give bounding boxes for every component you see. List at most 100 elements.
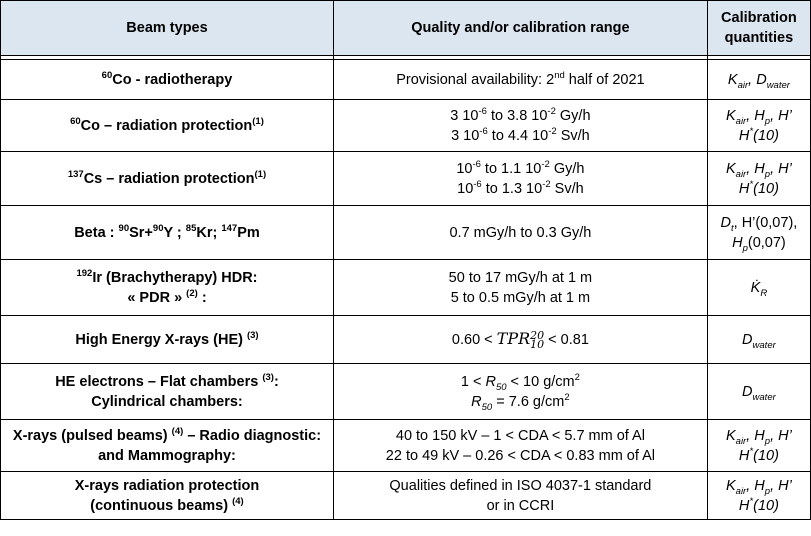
cell-text: (3): [246, 329, 259, 341]
header-row: Beam types Quality and/or calibration ra…: [0, 0, 811, 56]
quantities-cell: Kair, Hp, H’ H*(10): [706, 471, 811, 520]
beam-type-cell: HE electrons – Flat chambers (3): Cylindr…: [0, 363, 334, 420]
cell-text: X-rays (pulsed beams): [12, 427, 168, 444]
table-row: X-rays radiation protection (continuous b…: [0, 471, 811, 520]
cell-text: Kr;: [196, 224, 222, 241]
cell-text: -2: [548, 125, 557, 137]
cell-text: H: [754, 160, 765, 177]
cell-text: Ir (Brachytherapy) HDR:: [92, 269, 258, 286]
cell-text: p: [764, 485, 771, 497]
beam-type-cell: X-rays radiation protection (continuous b…: [0, 471, 334, 520]
cell-text: (4): [232, 495, 244, 507]
cell-text: H: [754, 107, 765, 124]
cell-text: TPR: [496, 329, 531, 348]
cell-text: 3 10: [451, 127, 480, 144]
cell-text: air: [737, 79, 749, 91]
cell-text: K: [725, 477, 736, 494]
range-cell: Provisional availability: 2nd half of 20…: [332, 59, 708, 100]
cell-text: Beta :: [74, 224, 119, 241]
cell-text: 50 to 17 mGy/h at 1 m: [448, 269, 593, 286]
cell-text: K: [725, 427, 736, 444]
table-row: Beta : 90Sr+90Y ; 85Kr; 147Pm 0.7 mGy/h …: [0, 205, 811, 260]
cell-text: p: [764, 435, 771, 447]
quantities-cell: Kair, Hp, H’ H*(10): [706, 419, 811, 472]
cell-text: -6: [478, 105, 487, 117]
range-cell: 10-6 to 1.1 10-2 Gy/h 10-6 to 1.3 10-2 S…: [332, 151, 708, 206]
cell-text: Co – radiation protection: [80, 117, 253, 134]
cell-text: -2: [542, 178, 551, 190]
cell-text: Provisional availability: 2: [396, 71, 555, 88]
cell-text: *: [749, 495, 754, 507]
cell-text: H’: [778, 427, 792, 444]
cell-text: to 4.4 10: [487, 127, 549, 144]
beam-type-cell: 192Ir (Brachytherapy) HDR: « PDR » (2) :: [0, 259, 334, 316]
cell-text: (10): [753, 447, 779, 464]
cell-text: p: [764, 115, 771, 127]
cell-text: 10: [457, 180, 474, 197]
cell-text: air: [735, 115, 747, 127]
cell-text: (10): [753, 497, 779, 514]
range-cell: 0.7 mGy/h to 0.3 Gy/h: [332, 205, 708, 260]
cell-text: High Energy X-rays (HE): [75, 331, 243, 348]
header-label: Calibration: [721, 10, 797, 26]
range-cell: Qualities defined in ISO 4037-1 standard…: [332, 471, 708, 520]
cell-text: R: [485, 373, 496, 390]
cell-text: 192: [76, 267, 93, 279]
cell-text: (3): [262, 371, 274, 383]
cell-text: D: [720, 214, 731, 231]
cell-text: *: [749, 125, 754, 137]
cell-text: air: [735, 168, 747, 180]
spacer-row: [0, 55, 811, 60]
cell-text: water: [766, 79, 790, 91]
cell-text: nd: [554, 69, 565, 81]
cell-text: X-rays radiation protection: [74, 477, 260, 494]
cell-text: -2: [547, 105, 556, 117]
cell-text: *: [749, 178, 754, 190]
cell-text: to 1.1 10: [480, 160, 542, 177]
table-row: 60Co – radiation protection(1) 3 10-6 to…: [0, 99, 811, 152]
cell-text: 1 <: [460, 373, 486, 390]
cell-text: 22 to 49 kV – 0.26 < CDA < 0.83 mm of Al: [385, 447, 656, 464]
quantities-cell: Dt, H’(0,07), Hp(0,07): [706, 205, 811, 260]
calibration-table: Beam types Quality and/or calibration ra…: [0, 0, 811, 520]
cell-text: 3 10: [450, 107, 479, 124]
cell-text: air: [735, 485, 747, 497]
cell-text: Gy/h: [549, 160, 585, 177]
cell-text: H: [754, 427, 765, 444]
cell-text: 85: [185, 222, 197, 234]
table-row: 60Co - radiotherapy Provisional availabi…: [0, 59, 811, 100]
cell-text: H’: [778, 107, 792, 124]
cell-text: -6: [472, 158, 481, 170]
quantities-cell: Kair, Dwater: [706, 59, 811, 100]
cell-text: D: [742, 331, 753, 348]
cell-text: H: [738, 497, 750, 514]
quantities-cell: Dwater: [706, 363, 811, 420]
cell-text: Pm: [237, 224, 260, 241]
cell-text: (0,07): [747, 234, 786, 251]
cell-text: 5 to 0.5 mGy/h at 1 m: [450, 289, 591, 306]
header-quality-range: Quality and/or calibration range: [332, 0, 708, 56]
beam-type-cell: X-rays (pulsed beams) (4) – Radio diagno…: [0, 419, 334, 472]
cell-text: R: [471, 393, 482, 410]
table-row: X-rays (pulsed beams) (4) – Radio diagno…: [0, 419, 811, 472]
range-cell: 50 to 17 mGy/h at 1 m 5 to 0.5 mGy/h at 1…: [332, 259, 708, 316]
cell-text: H: [738, 127, 750, 144]
table-row: High Energy X-rays (HE) (3) 0.60 < TPR20…: [0, 315, 811, 364]
cell-text: to 3.8 10: [486, 107, 548, 124]
quantities-cell: Dwater: [706, 315, 811, 364]
cell-text: (4): [171, 425, 184, 437]
cell-text: 40 to 150 kV – 1 < CDA < 5.7 mm of Al: [395, 427, 645, 444]
header-label: Quality and/or calibration range: [411, 20, 630, 36]
cell-text: (10): [753, 127, 779, 144]
cell-text: 10: [456, 160, 473, 177]
cell-text: Cs – radiation protection: [83, 170, 255, 187]
cell-text: to 1.3 10: [481, 180, 543, 197]
cell-text: water: [752, 391, 776, 403]
range-cell: 1 < R50 < 10 g/cm2 R50 = 7.6 g/cm2: [332, 363, 708, 420]
cell-text: 0.60 <: [451, 332, 497, 348]
cell-text: 50: [495, 381, 507, 393]
cell-text: Qualities defined in ISO 4037-1 standard: [389, 477, 652, 494]
cell-text: (10): [753, 180, 779, 197]
quantities-cell: Kair, Hp, H’ H*(10): [706, 151, 811, 206]
cell-text: -6: [479, 125, 488, 137]
